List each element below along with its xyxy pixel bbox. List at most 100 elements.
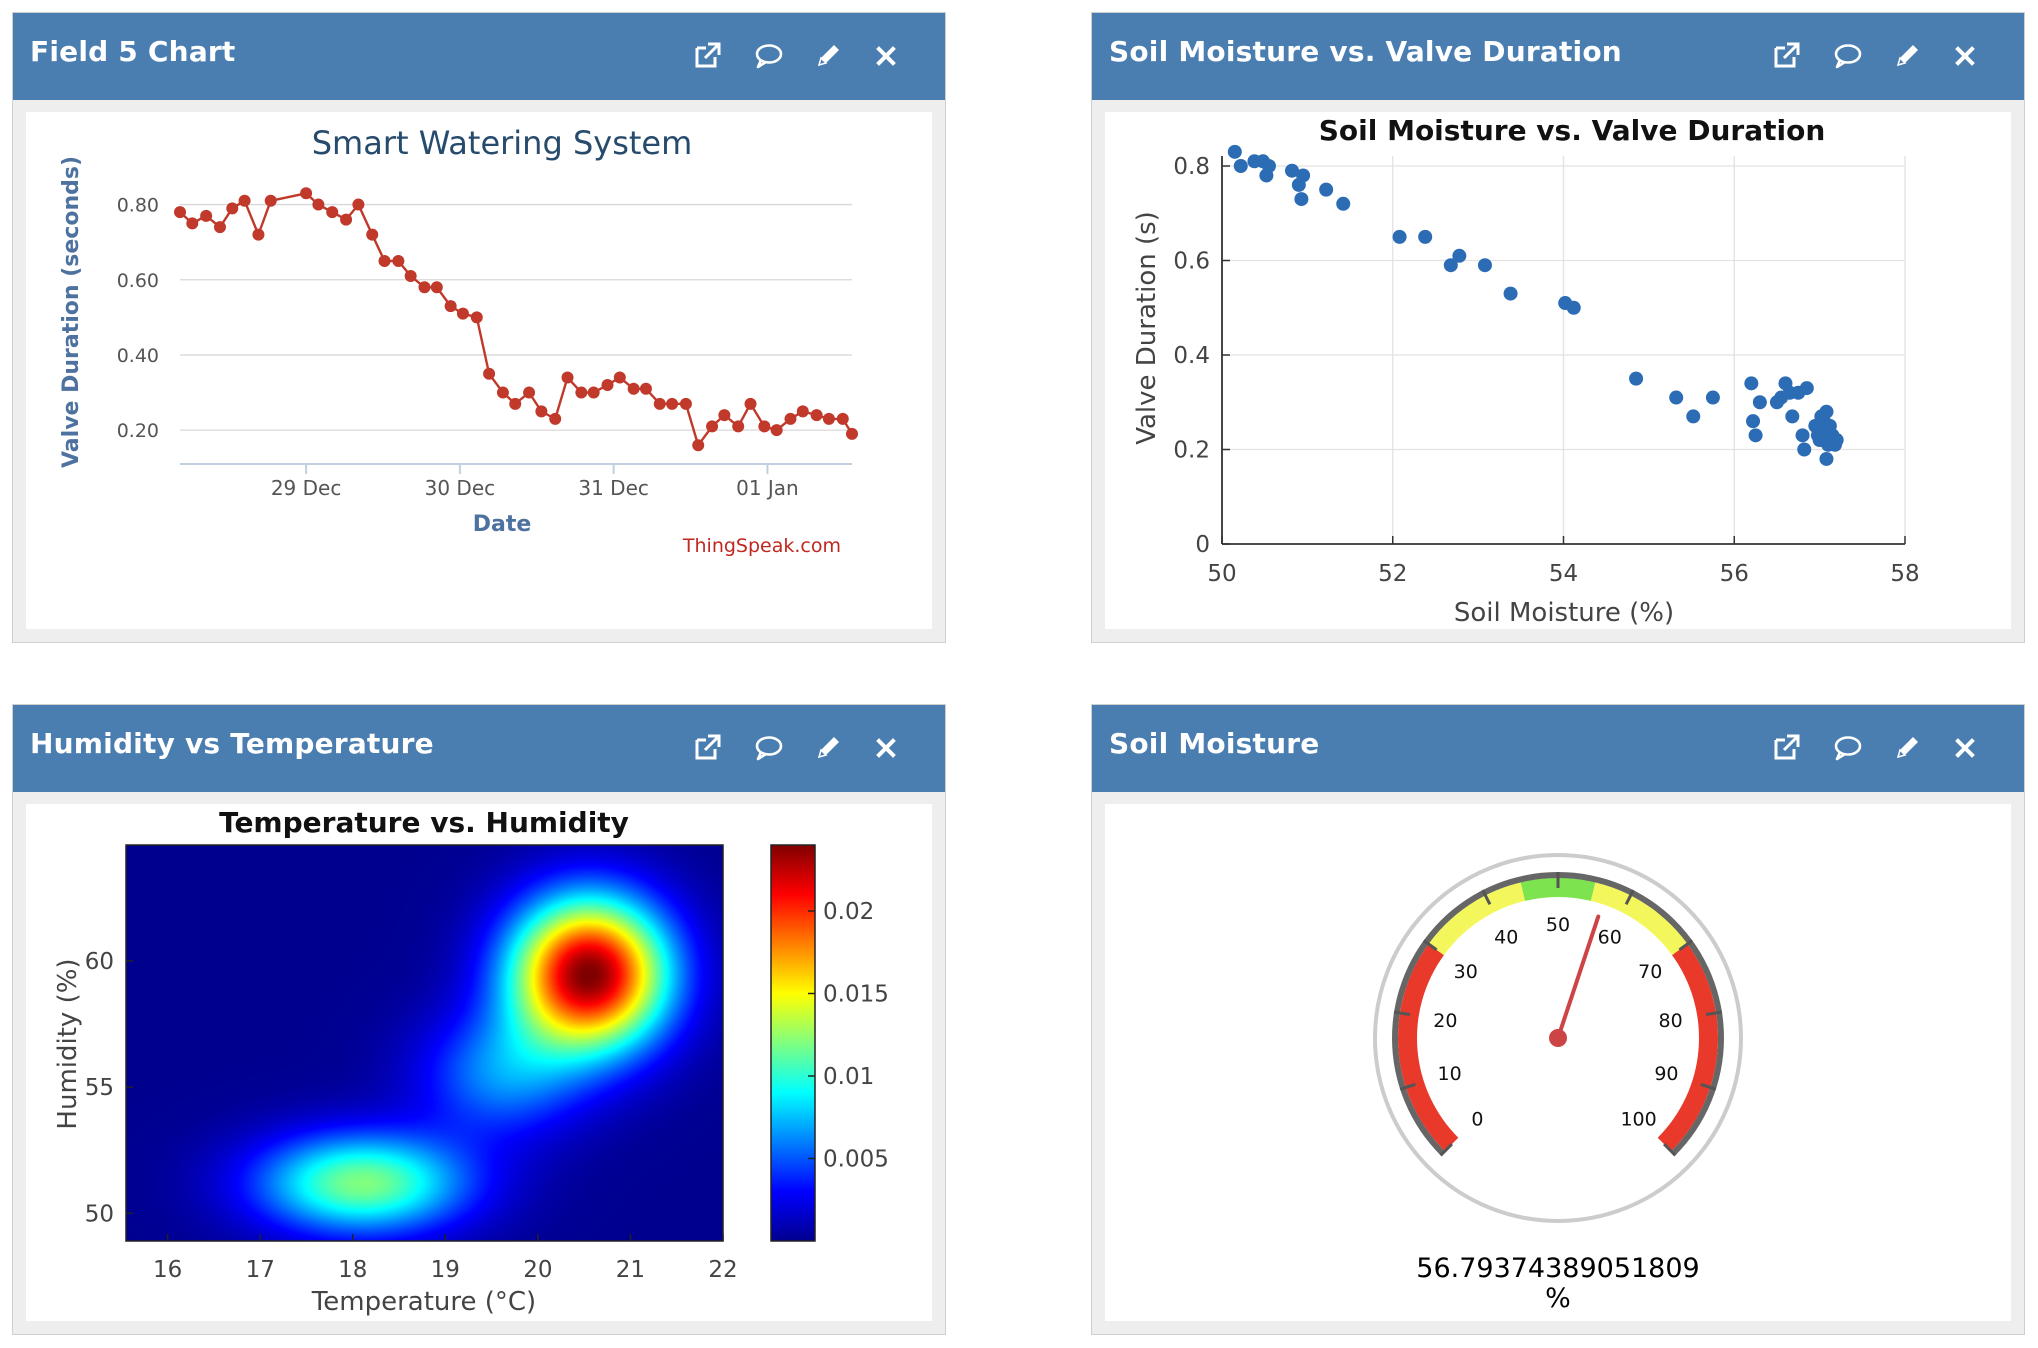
data-point[interactable]: [784, 412, 797, 425]
data-point[interactable]: [810, 409, 823, 422]
external-link-icon[interactable]: [691, 40, 723, 72]
data-point[interactable]: [1744, 376, 1759, 391]
data-point[interactable]: [213, 221, 226, 234]
data-point[interactable]: [718, 409, 731, 422]
data-point[interactable]: [796, 405, 809, 418]
data-point[interactable]: [679, 397, 692, 410]
data-point[interactable]: [601, 379, 614, 392]
data-point[interactable]: [1285, 163, 1300, 178]
data-point[interactable]: [653, 397, 666, 410]
data-point[interactable]: [666, 397, 679, 410]
data-point[interactable]: [1797, 442, 1812, 457]
comment-icon[interactable]: [753, 40, 785, 72]
data-point[interactable]: [252, 228, 265, 241]
external-link-icon[interactable]: [1770, 40, 1802, 72]
data-point[interactable]: [1795, 428, 1810, 443]
heatmap-chart[interactable]: Temperature vs. Humidity Humidity (%) Te…: [26, 804, 934, 1324]
data-point[interactable]: [639, 382, 652, 395]
data-point[interactable]: [238, 194, 251, 207]
data-point[interactable]: [1452, 248, 1467, 263]
data-point[interactable]: [226, 202, 239, 215]
data-point[interactable]: [1392, 229, 1407, 244]
data-point[interactable]: [587, 386, 600, 399]
pencil-icon[interactable]: [812, 732, 844, 764]
close-icon[interactable]: [1949, 40, 1981, 72]
data-point[interactable]: [418, 281, 431, 294]
line-chart[interactable]: Smart Watering System Valve Duration (se…: [26, 112, 934, 632]
data-point[interactable]: [378, 254, 391, 267]
data-point[interactable]: [1261, 159, 1276, 173]
data-point[interactable]: [174, 206, 186, 219]
gauge[interactable]: 0 10 20 30 40 50 60 70 80 90 100 56.79374389051809…: [1105, 804, 2013, 1324]
data-point[interactable]: [392, 254, 405, 267]
data-point[interactable]: [1227, 144, 1242, 159]
data-point[interactable]: [1336, 196, 1351, 211]
data-point[interactable]: [836, 412, 849, 425]
pencil-icon[interactable]: [1891, 40, 1923, 72]
data-point[interactable]: [523, 386, 536, 399]
data-point[interactable]: [744, 397, 757, 410]
data-point[interactable]: [627, 382, 640, 395]
data-point[interactable]: [1752, 395, 1767, 410]
credit-link[interactable]: ThingSpeak.com: [682, 535, 841, 557]
data-point[interactable]: [1233, 159, 1248, 173]
data-point[interactable]: [1503, 286, 1518, 301]
data-point[interactable]: [470, 311, 483, 324]
data-point[interactable]: [1686, 409, 1701, 424]
comment-icon[interactable]: [1832, 732, 1864, 764]
close-icon[interactable]: [870, 40, 902, 72]
data-point[interactable]: [846, 427, 858, 440]
comment-icon[interactable]: [1832, 40, 1864, 72]
comment-icon[interactable]: [753, 732, 785, 764]
data-point[interactable]: [200, 209, 213, 222]
data-point[interactable]: [575, 386, 588, 399]
data-point[interactable]: [404, 270, 417, 282]
external-link-icon[interactable]: [691, 732, 723, 764]
data-point[interactable]: [430, 281, 443, 294]
data-point[interactable]: [496, 386, 509, 399]
data-point[interactable]: [1443, 258, 1458, 273]
data-point[interactable]: [300, 187, 313, 200]
data-point[interactable]: [312, 198, 325, 211]
close-icon[interactable]: [870, 732, 902, 764]
data-point[interactable]: [535, 405, 548, 418]
data-point[interactable]: [1829, 433, 1844, 448]
data-point[interactable]: [692, 439, 705, 452]
data-point[interactable]: [1810, 428, 1825, 443]
data-point[interactable]: [1629, 371, 1644, 386]
data-point[interactable]: [264, 194, 277, 207]
data-point[interactable]: [1477, 258, 1492, 273]
data-point[interactable]: [352, 198, 365, 211]
data-point[interactable]: [706, 420, 719, 433]
data-point[interactable]: [732, 420, 745, 433]
data-point[interactable]: [456, 307, 469, 320]
data-point[interactable]: [1296, 168, 1311, 183]
data-point[interactable]: [1785, 409, 1800, 424]
data-point[interactable]: [186, 217, 199, 230]
data-point[interactable]: [1705, 390, 1720, 405]
data-point[interactable]: [1294, 192, 1309, 207]
data-point[interactable]: [1748, 428, 1763, 443]
close-icon[interactable]: [1949, 732, 1981, 764]
data-point[interactable]: [1816, 414, 1831, 429]
data-point[interactable]: [366, 228, 379, 241]
data-point[interactable]: [549, 412, 562, 425]
external-link-icon[interactable]: [1770, 732, 1802, 764]
scatter-chart[interactable]: Soil Moisture vs. Valve Duration Valve D…: [1105, 112, 2013, 632]
data-point[interactable]: [1819, 451, 1834, 466]
data-point[interactable]: [326, 206, 339, 219]
data-point[interactable]: [561, 371, 574, 384]
pencil-icon[interactable]: [812, 40, 844, 72]
data-point[interactable]: [758, 420, 771, 433]
pencil-icon[interactable]: [1891, 732, 1923, 764]
data-point[interactable]: [340, 213, 353, 226]
data-point[interactable]: [1799, 381, 1814, 396]
data-point[interactable]: [483, 367, 496, 380]
data-point[interactable]: [1319, 182, 1334, 197]
data-point[interactable]: [1746, 414, 1761, 429]
data-point[interactable]: [1418, 229, 1433, 244]
data-point[interactable]: [509, 397, 522, 410]
data-point[interactable]: [1566, 300, 1581, 315]
data-point[interactable]: [1669, 390, 1684, 405]
data-point[interactable]: [444, 300, 457, 313]
